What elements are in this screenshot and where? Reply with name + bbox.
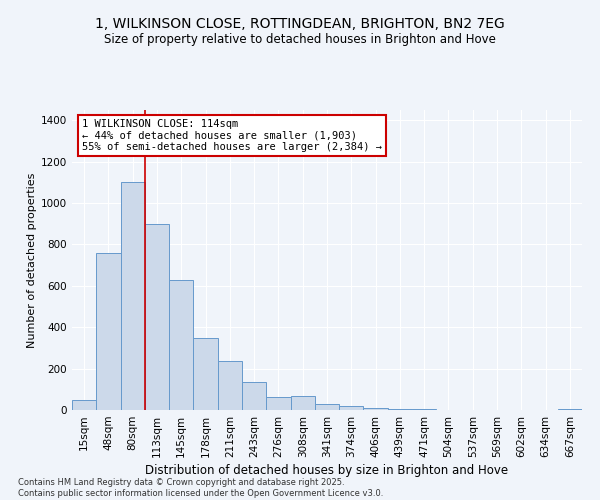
Text: 1 WILKINSON CLOSE: 114sqm
← 44% of detached houses are smaller (1,903)
55% of se: 1 WILKINSON CLOSE: 114sqm ← 44% of detac… (82, 119, 382, 152)
Bar (242, 382, 266, 410)
Bar (364, 408, 388, 410)
Bar (96, 253, 121, 410)
Bar (315, 404, 339, 410)
Text: 1, WILKINSON CLOSE, ROTTINGDEAN, BRIGHTON, BN2 7EG: 1, WILKINSON CLOSE, ROTTINGDEAN, BRIGHTO… (95, 18, 505, 32)
Bar (169, 280, 193, 410)
Y-axis label: Number of detached properties: Number of detached properties (27, 172, 37, 348)
Bar (121, 182, 145, 410)
X-axis label: Distribution of detached houses by size in Brighton and Hove: Distribution of detached houses by size … (145, 464, 509, 477)
Text: Size of property relative to detached houses in Brighton and Hove: Size of property relative to detached ho… (104, 32, 496, 46)
Bar (339, 406, 364, 410)
Bar (145, 224, 169, 410)
Bar (290, 396, 315, 410)
Text: Contains HM Land Registry data © Crown copyright and database right 2025.
Contai: Contains HM Land Registry data © Crown c… (18, 478, 383, 498)
Bar (558, 409, 582, 410)
Bar (193, 338, 218, 410)
Bar (72, 400, 96, 410)
Bar (266, 396, 290, 410)
Bar (218, 362, 242, 410)
Bar (388, 409, 412, 410)
